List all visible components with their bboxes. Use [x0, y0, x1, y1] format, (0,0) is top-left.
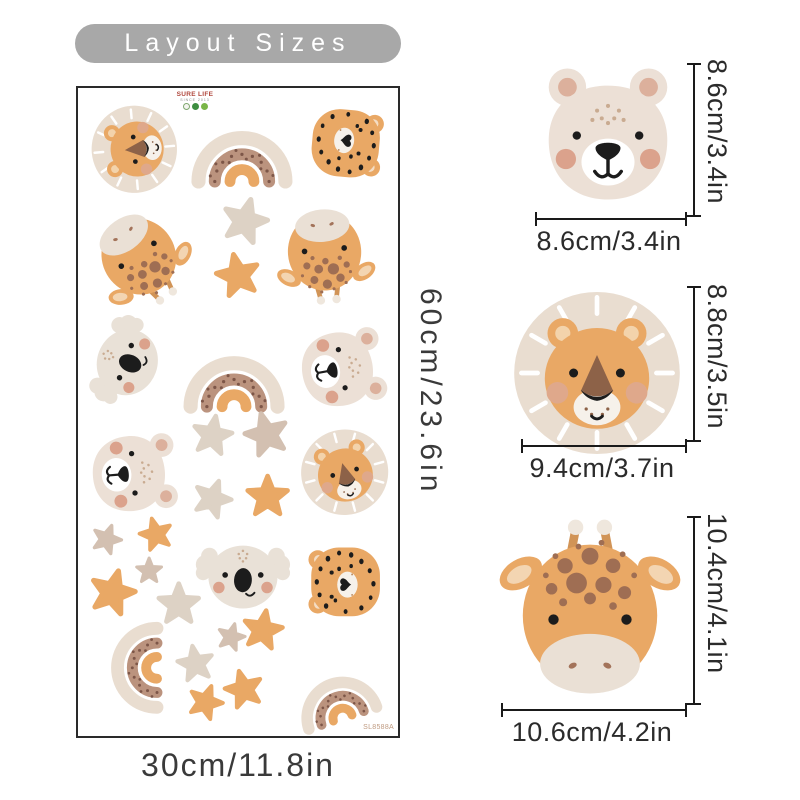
brand-badge-icon [200, 103, 208, 111]
sheet-height-label: 60cm/23.6in [414, 288, 447, 496]
brand-logo: SURE LIFE SINCE 2013 [172, 91, 218, 111]
giraffe-height-label: 10.4cm/4.1in [702, 513, 732, 674]
star-sticker [241, 408, 291, 457]
brand-badge-icon [182, 103, 190, 111]
lion-sticker [290, 418, 398, 526]
bear-width-label: 8.6cm/3.4in [536, 226, 682, 256]
sticker-sheet: SURE LIFE SINCE 2013 SL8588A [76, 86, 400, 738]
bear-width-line [535, 212, 687, 226]
giraffe-sticker [78, 192, 212, 330]
bear-height-line [687, 63, 701, 217]
leopard-sticker [309, 106, 385, 180]
star-sticker [248, 476, 288, 514]
brand-name: SURE LIFE [176, 91, 214, 98]
giraffe-height-line [687, 516, 701, 705]
lion-sticker [86, 100, 182, 198]
giraffe-sticker [269, 205, 382, 309]
bear-sticker-large [547, 66, 669, 202]
giraffe-width-label: 10.6cm/4.2in [511, 717, 673, 747]
brand-tagline: SINCE 2013 [180, 98, 210, 103]
lion-width-line [521, 439, 687, 453]
banner-label: Layout Sizes [124, 29, 352, 57]
star-sticker [241, 607, 285, 649]
bear-sticker [295, 324, 391, 413]
star-sticker [221, 666, 265, 709]
sheet-width-label: 30cm/11.8in [141, 747, 335, 783]
bear-height-label: 8.6cm/3.4in [702, 59, 732, 205]
giraffe-width-line [501, 703, 687, 717]
brand-badge-icon [191, 103, 199, 111]
product-code: SL8588A [363, 724, 394, 731]
layout-sizes-banner: Layout Sizes [75, 24, 401, 63]
lion-width-label: 9.4cm/3.7in [529, 453, 675, 483]
star-sticker [219, 194, 271, 245]
koala-sticker [82, 308, 173, 417]
giraffe-sticker-large [494, 512, 686, 704]
star-sticker [190, 475, 236, 520]
rainbow-sticker [298, 673, 377, 730]
lion-height-line [687, 286, 701, 442]
star-sticker [213, 250, 262, 297]
leopard-sticker [308, 547, 380, 617]
star-sticker [87, 565, 139, 616]
rainbow-sticker [118, 628, 159, 707]
rainbow-sticker [191, 363, 278, 408]
star-sticker [213, 618, 250, 654]
star-sticker [191, 413, 235, 455]
star-sticker [135, 556, 164, 584]
sticker-sheet-art [78, 100, 398, 736]
lion-sticker-large [507, 283, 687, 463]
star-sticker [183, 678, 229, 724]
star-sticker [175, 643, 215, 682]
koala-sticker [194, 544, 291, 610]
rainbow-sticker [198, 138, 285, 183]
brand-badges [172, 103, 218, 111]
bear-sticker [88, 431, 180, 516]
star-sticker [134, 512, 177, 554]
star-sticker [159, 584, 199, 622]
lion-height-label: 8.8cm/3.5in [702, 284, 732, 430]
star-sticker [87, 519, 127, 558]
